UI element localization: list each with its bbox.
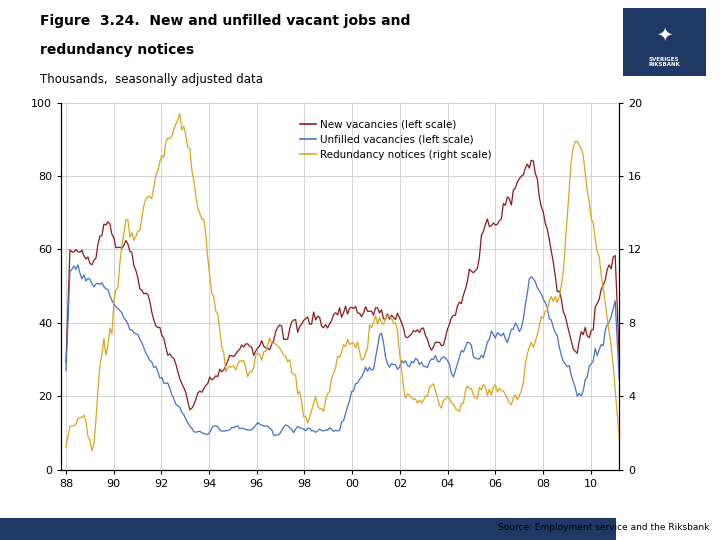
Text: Figure  3.24.  New and unfilled vacant jobs and: Figure 3.24. New and unfilled vacant job…	[40, 14, 410, 28]
Text: redundancy notices: redundancy notices	[40, 43, 194, 57]
Text: SVERIGES
RIKSBANK: SVERIGES RIKSBANK	[648, 57, 680, 68]
Legend: New vacancies (left scale), Unfilled vacancies (left scale), Redundancy notices : New vacancies (left scale), Unfilled vac…	[296, 115, 496, 164]
Text: ✦: ✦	[656, 25, 672, 45]
Text: Source: Employment service and the Riksbank: Source: Employment service and the Riksb…	[498, 523, 709, 532]
Text: Thousands,  seasonally adjusted data: Thousands, seasonally adjusted data	[40, 73, 263, 86]
